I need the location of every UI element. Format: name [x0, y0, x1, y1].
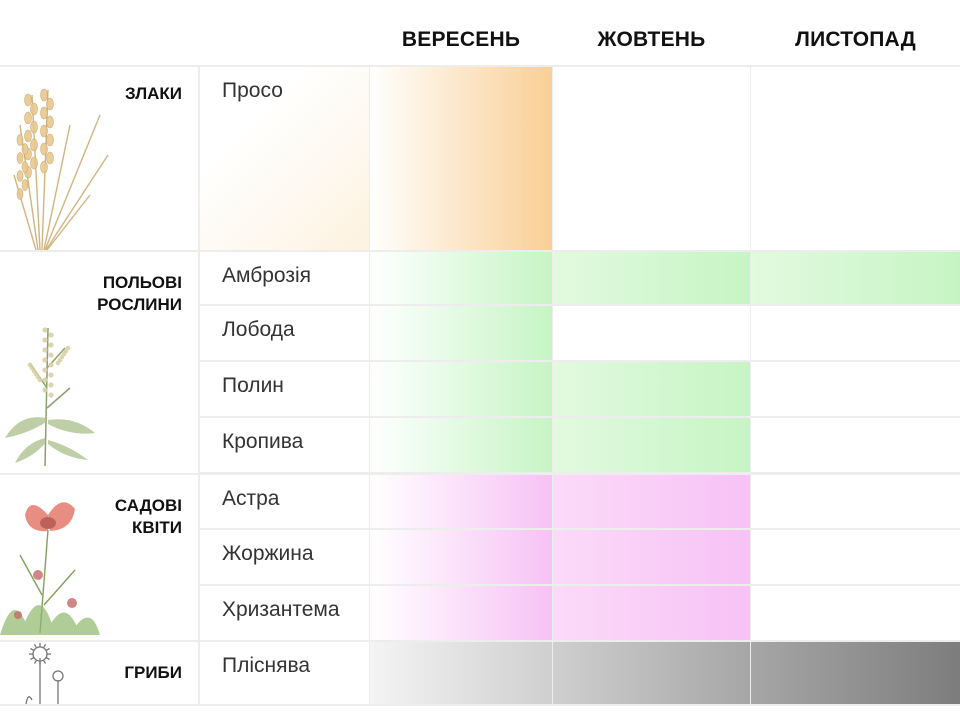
plant-name-cell: Астра [200, 475, 369, 528]
pollen-cell-september [370, 418, 552, 472]
category-label: САДОВІ КВІТИ [114, 496, 182, 537]
pollen-cell-october [553, 642, 750, 704]
pollen-cell-october [553, 362, 750, 416]
plant-name: Амброзія [222, 264, 312, 287]
pollen-cell-october [553, 530, 750, 584]
pollen-cell-november [751, 475, 960, 528]
month-header-september: ВЕРЕСЕНЬ [401, 28, 521, 51]
pollen-cell-october [553, 586, 750, 640]
pollen-cell-october [553, 252, 750, 304]
category-cell: ПОЛЬОВІ РОСЛИНИ [0, 252, 198, 473]
pollen-cell-november [751, 530, 960, 584]
pollen-cell-september [370, 67, 552, 250]
pollen-cell-september [370, 362, 552, 416]
plant-name: Просо [222, 79, 283, 102]
pollen-cell-october [553, 475, 750, 528]
mold-fungus-icon [8, 642, 78, 704]
pollen-cell-november [751, 586, 960, 640]
pollen-cell-november [751, 418, 960, 472]
plant-name: Пліснява [222, 654, 311, 677]
plant-name-cell: Хризантема [200, 586, 369, 640]
month-header-october: ЖОВТЕНЬ [597, 28, 706, 51]
pollen-cell-october [553, 306, 750, 360]
plant-name: Хризантема [222, 598, 340, 621]
category-cell: ГРИБИ [0, 642, 198, 704]
pollen-cell-november [751, 362, 960, 416]
pollen-cell-november [751, 67, 960, 250]
pollen-cell-november [751, 306, 960, 360]
plant-name-cell: Кропива [200, 418, 369, 472]
plant-name-cell: Полин [200, 362, 369, 416]
pollen-cell-november [751, 642, 960, 704]
month-header-november: ЛИСТОПАД [795, 28, 916, 51]
category-cell: ЗЛАКИ [0, 67, 198, 250]
pollen-cell-september [370, 642, 552, 704]
plant-name: Жоржина [222, 542, 314, 565]
pollen-cell-september [370, 306, 552, 360]
category-label: ЗЛАКИ [124, 84, 182, 103]
pollen-cell-september [370, 530, 552, 584]
plant-name: Астра [222, 487, 280, 510]
plant-name: Лобода [222, 318, 295, 341]
field-plant-icon [0, 308, 120, 473]
plant-name-cell: Просо [200, 67, 369, 250]
pollen-cell-october [553, 418, 750, 472]
poppy-flower-icon [0, 475, 110, 640]
category-cell: САДОВІ КВІТИ [0, 475, 198, 640]
plant-name-cell: Жоржина [200, 530, 369, 584]
wheat-icon [0, 67, 120, 250]
plant-name: Полин [222, 374, 284, 397]
pollen-cell-october [553, 67, 750, 250]
pollen-cell-november [751, 252, 960, 304]
plant-name-cell: Лобода [200, 306, 369, 360]
pollen-cell-september [370, 252, 552, 304]
plant-name-cell: Амброзія [200, 252, 369, 304]
category-label: ПОЛЬОВІ РОСЛИНИ [97, 273, 182, 314]
plant-name-cell: Пліснява [200, 642, 369, 704]
pollen-cell-september [370, 475, 552, 528]
category-label: ГРИБИ [124, 663, 182, 682]
pollen-cell-september [370, 586, 552, 640]
plant-name: Кропива [222, 430, 304, 453]
